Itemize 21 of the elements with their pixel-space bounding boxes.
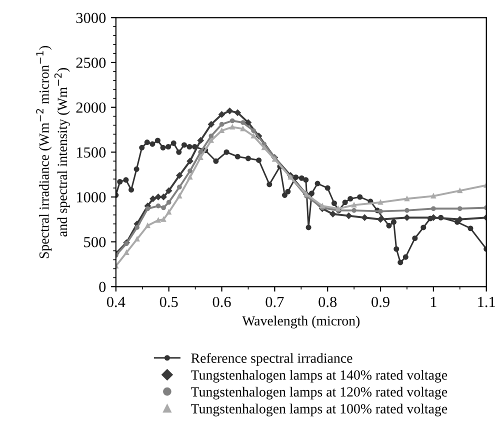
x-tick-label: 0.5 xyxy=(160,296,178,308)
x-tick-label: 1 xyxy=(430,296,436,307)
y-tick-label: 2500 xyxy=(76,58,106,68)
x-tick-label: 0.9 xyxy=(372,296,390,308)
y-tick-label: 3000 xyxy=(76,12,106,24)
x-tick-label: 0.8 xyxy=(318,296,337,308)
x-tick-label: 0.6 xyxy=(212,296,231,308)
text: Spectral irradiance (Wm$^{−2}$ micron$^{−1}$) and spectral intensity (Wm$^{−2}$) xyxy=(36,46,70,258)
x-axis-title: Wavelength (micron) xyxy=(242,316,360,328)
x-tick-label: 1.1 xyxy=(478,296,495,308)
legend-label: Tungstenhalogen lamps at 100% rated voltage xyxy=(191,404,448,416)
x-tick-label: 0.7 xyxy=(266,296,284,308)
legend-label: Reference spectral irradiance xyxy=(191,352,352,366)
y-tick-label: 500 xyxy=(84,236,106,248)
legend-label: Tungstenhalogen lamps at 140% rated voltage xyxy=(191,370,448,383)
y-tick-label: 1000 xyxy=(76,192,106,202)
y-tick-label: 0 xyxy=(99,282,106,292)
x-tick-label: 0.4 xyxy=(106,296,126,308)
legend-label: Tungstenhalogen lamps at 120% rated voltage xyxy=(191,386,448,400)
y-tick-label: 1500 xyxy=(76,147,106,158)
y-tick-label: 2000 xyxy=(76,102,106,113)
